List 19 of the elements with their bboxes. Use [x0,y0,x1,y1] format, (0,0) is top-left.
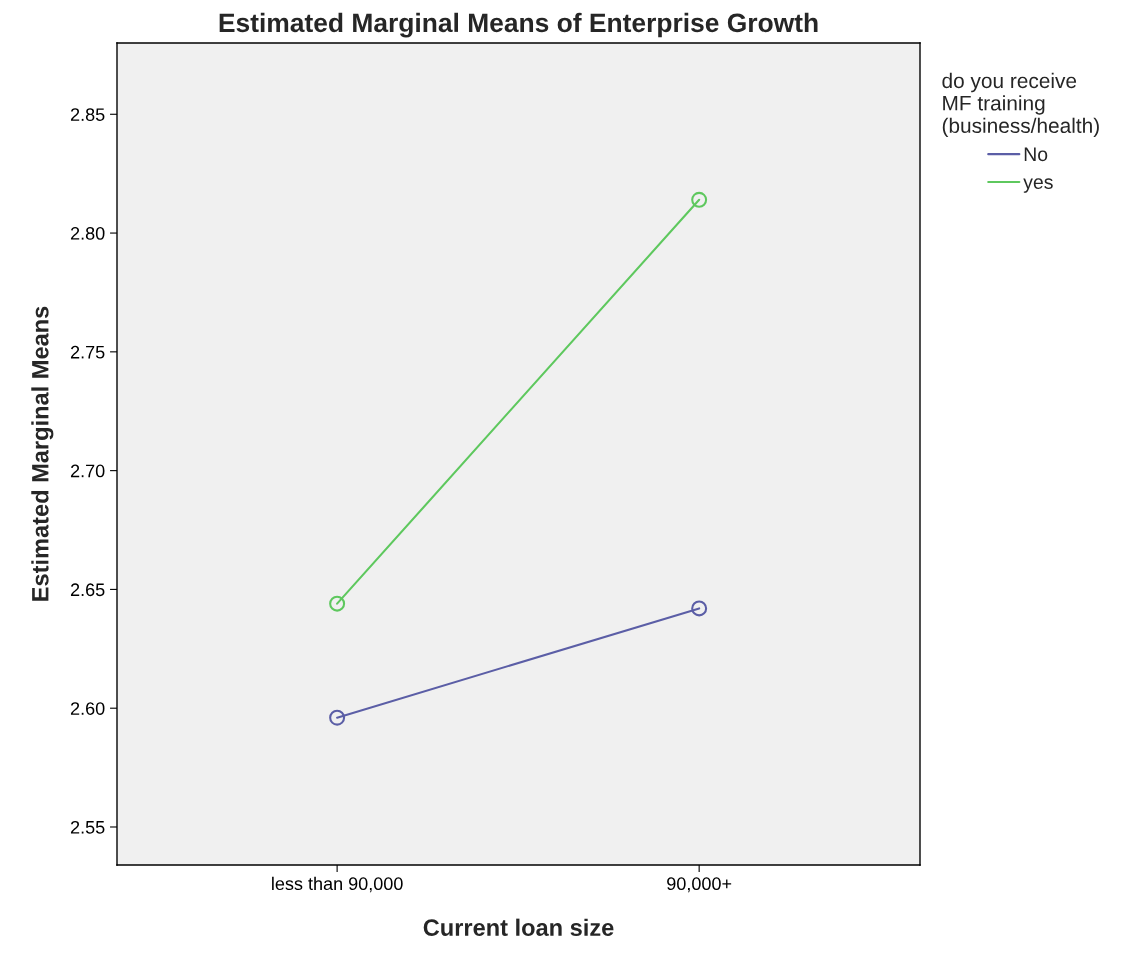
y-tick-label: 2.60 [70,702,105,715]
point [329,709,346,726]
y-tick-label: 2.65 [70,583,105,597]
y-tick-label: 2.80 [70,226,105,240]
legend-label: No [1024,147,1048,162]
y-tick-label: 2.70 [70,464,105,478]
x-tick-label: less than 90,000 [272,876,403,893]
legend-title: do you receive MF training (business/health) [942,72,1099,138]
legend-label: yes [1023,178,1053,193]
point [691,600,708,617]
x-axis-title: Current loan size [423,918,614,936]
x-tick-label: 90,000+ [667,877,732,893]
y-axis-title: Estimated Marginal Means [31,306,54,601]
chart-title: Estimated Marginal Means of Enterprise Growth [219,12,818,38]
y-tick-label: 2.75 [70,345,105,359]
y-tick-label: 2.85 [70,108,105,121]
point [691,191,708,208]
y-tick-label: 2.55 [70,820,105,834]
point [329,595,346,612]
